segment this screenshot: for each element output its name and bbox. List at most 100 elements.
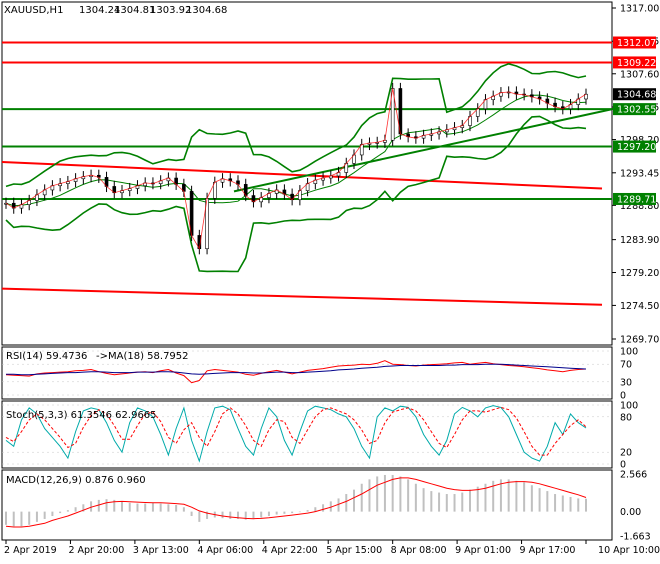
level-tag-label: 1289.71 (617, 194, 656, 205)
macd-bar (198, 512, 200, 522)
y-tick-label: -1.663 (620, 532, 651, 543)
macd-bar (546, 491, 548, 512)
macd-bar (98, 500, 100, 512)
x-tick-label: 4 Apr 06:00 (197, 545, 253, 556)
macd-bar (136, 504, 138, 512)
macd-bar (562, 495, 564, 511)
level-tag-label: 1302.55 (617, 105, 656, 116)
macd-bar (539, 488, 541, 511)
x-tick-label: 9 Apr 01:00 (455, 545, 511, 556)
macd-bar (152, 503, 154, 512)
macd-bar (407, 479, 409, 511)
y-tick-label: 0.00 (620, 507, 641, 518)
macd-bar (585, 499, 587, 512)
y-tick-label: 2.566 (620, 470, 647, 481)
x-tick-label: 2 Apr 2019 (4, 545, 57, 556)
macd-bar (469, 490, 471, 512)
macd-bar (59, 512, 61, 513)
macd-bar (430, 491, 432, 512)
y-tick-label: 1307.60 (620, 69, 659, 80)
x-tick-label: 3 Apr 13:00 (133, 545, 189, 556)
macd-bar (260, 512, 262, 518)
y-tick-label: 1269.70 (620, 335, 659, 346)
level-tag-label: 1312.07 (617, 38, 656, 49)
macd-bar (345, 494, 347, 512)
level-tag-label: 1297.20 (617, 142, 656, 153)
y-tick-label: 70 (620, 360, 632, 371)
rsi-title: RSI(14) 59.4736 (6, 351, 87, 362)
stoch-title: Stoch(5,3,3) 61.3546 62.9665 (6, 410, 157, 421)
macd-bar (399, 476, 401, 511)
macd-bar (13, 512, 15, 527)
macd-bar (36, 512, 38, 522)
x-tick-label: 10 Apr 10:00 (598, 545, 660, 556)
macd-bar (508, 479, 510, 511)
macd-bar (268, 512, 270, 516)
y-tick-label: 1274.50 (620, 301, 659, 312)
macd-bar (523, 482, 525, 511)
macd-bar (222, 512, 224, 519)
macd-bar (252, 512, 254, 519)
macd-bar (577, 498, 579, 511)
macd-bar (5, 512, 7, 525)
macd-bar (121, 501, 123, 511)
macd-bar (322, 504, 324, 511)
macd-bar (423, 488, 425, 511)
y-tick-label: 100 (620, 347, 638, 358)
macd-bar (307, 510, 309, 511)
macd-bar (191, 512, 193, 516)
macd-title: MACD(12,26,9) 0.876 0.960 (6, 475, 146, 486)
x-tick-label: 8 Apr 08:00 (391, 545, 447, 556)
price-title: XAUUSD,H1 (4, 5, 63, 16)
macd-bar (515, 481, 517, 512)
macd-bar (67, 510, 69, 511)
macd-bar (90, 501, 92, 511)
macd-bar (183, 507, 185, 511)
macd-bar (392, 475, 394, 512)
macd-bar (51, 512, 53, 516)
current-price-label: 1304.68 (617, 90, 656, 101)
y-tick-label: 30 (620, 377, 632, 388)
macd-bar (20, 512, 22, 527)
y-tick-label: 1279.20 (620, 268, 659, 279)
macd-bar (106, 499, 108, 511)
macd-bar (461, 493, 463, 512)
x-tick-label: 2 Apr 20:00 (68, 545, 124, 556)
macd-bar (361, 484, 363, 512)
macd-bar (175, 505, 177, 512)
level-tag-label: 1309.22 (617, 58, 656, 69)
macd-bar (415, 484, 417, 512)
macd-bar (554, 494, 556, 512)
macd-bar (129, 503, 131, 512)
macd-bar (276, 512, 278, 515)
x-tick-label: 9 Apr 17:00 (520, 545, 576, 556)
macd-bar (229, 512, 231, 519)
macd-bar (44, 512, 46, 519)
macd-bar (75, 507, 77, 511)
macd-bar (368, 479, 370, 511)
macd-bar (167, 504, 169, 511)
macd-bar (384, 475, 386, 512)
macd-bar (283, 512, 285, 514)
ohlc-close: 1304.68 (186, 5, 227, 16)
macd-bar (446, 494, 448, 512)
x-tick-label: 4 Apr 22:00 (262, 545, 318, 556)
macd-bar (477, 487, 479, 512)
macd-bar (144, 504, 146, 512)
y-tick-label: 80 (620, 412, 632, 423)
rsi-ma-label: ->MA(18) 58.7952 (96, 351, 189, 362)
macd-bar (438, 493, 440, 512)
macd-bar (454, 494, 456, 512)
y-tick-label: 1317.00 (620, 4, 659, 15)
x-tick-label: 5 Apr 15:00 (326, 545, 382, 556)
macd-bar (160, 504, 162, 512)
macd-bar (291, 512, 293, 513)
y-tick-label: 20 (620, 448, 632, 459)
macd-bar (570, 497, 572, 512)
y-tick-label: 1293.45 (620, 168, 659, 179)
macd-bar (28, 512, 30, 525)
y-tick-label: 100 (620, 401, 638, 412)
macd-bar (531, 485, 533, 511)
